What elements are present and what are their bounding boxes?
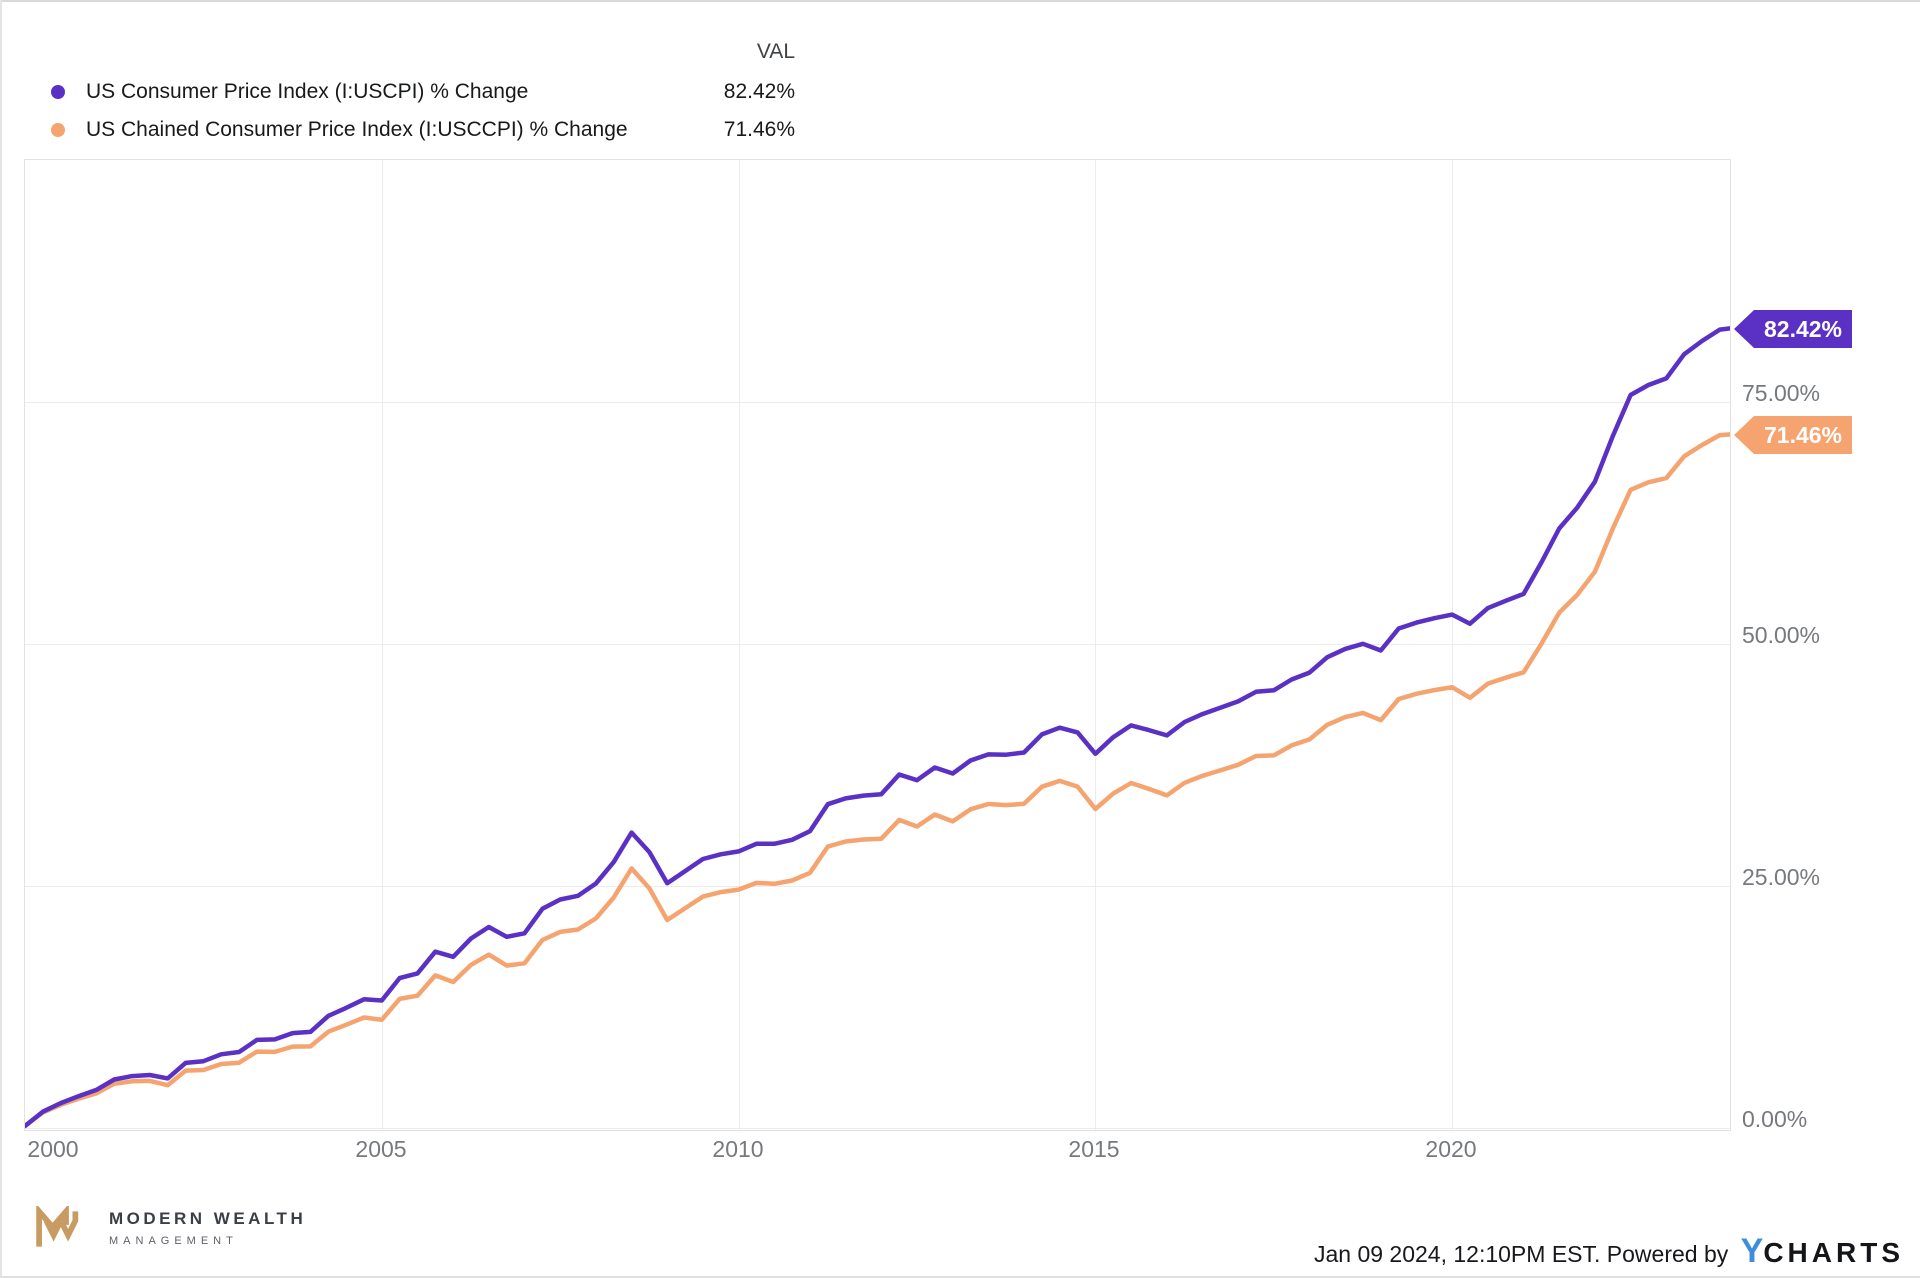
legend-value-usccpi: 71.46% [723,118,795,141]
timestamp-text: Jan 09 2024, 12:10PM EST. Powered by [1313,1241,1729,1267]
legend-label-usccpi: US Chained Consumer Price Index (I:USCCP… [86,118,628,141]
value-badge-uscpi: 82.42% [1734,310,1852,348]
mw-monogram-icon [36,1206,79,1247]
value-badge-usccpi: 71.46% [1734,416,1852,454]
window-bottom-border [0,1276,1920,1278]
legend-value-uscpi: 82.42% [723,80,795,103]
gridline-2010 [739,160,740,1130]
uscpi-series-dot-icon [51,85,65,99]
legend: VAL US Consumer Price Index (I:USCPI) % … [0,0,900,150]
ycharts-logo: Y CHARTS [1741,1232,1904,1271]
legend-row-uscpi: US Consumer Price Index (I:USCPI) % Chan… [0,78,900,105]
x-axis-tick-2015: 2015 [1068,1136,1120,1162]
timestamp-attribution: Jan 09 2024, 12:10PM EST. Powered by Y C… [1314,1232,1904,1271]
gridline-25pct [25,886,1730,887]
gridline-2015 [1095,160,1096,1130]
series-line-uscpi [25,326,1730,1129]
y-axis-tick-0: 0.00% [1742,1106,1808,1132]
gridline-2020 [1452,160,1453,1130]
ycharts-wordmark: CHARTS [1763,1237,1904,1268]
x-axis-tick-2020: 2020 [1425,1136,1477,1162]
y-axis-tick-75: 75.00% [1742,380,1821,406]
series-lines-canvas [25,326,1730,1129]
chart-plot-area[interactable] [24,159,1731,1131]
x-axis-tick-2010: 2010 [712,1136,764,1162]
y-axis-tick-25: 25.00% [1742,864,1821,890]
series-line-usccpi [25,432,1730,1129]
x-axis-tick-2005: 2005 [355,1136,407,1162]
x-axis-tick-2000: 2000 [27,1136,79,1162]
legend-val-column-header: VAL [756,40,795,63]
y-axis-tick-50: 50.00% [1742,622,1821,648]
gridline-50pct [25,644,1730,645]
ycharts-y-glyph-icon: Y [1740,1232,1764,1270]
gridline-0pct [25,1128,1730,1129]
window-top-border [0,0,1920,2]
brand-logo: MODERN WEALTH MANAGEMENT [36,1206,306,1250]
legend-label-uscpi: US Consumer Price Index (I:USCPI) % Chan… [86,80,529,103]
brand-name-line2: MANAGEMENT [109,1235,238,1247]
brand-name-line1: MODERN WEALTH [109,1209,307,1228]
usccpi-series-dot-icon [51,123,65,137]
brand-name: MODERN WEALTH MANAGEMENT [109,1209,306,1247]
gridline-2005 [382,160,383,1130]
legend-row-usccpi: US Chained Consumer Price Index (I:USCCP… [0,116,900,143]
window-left-border [0,0,2,1278]
gridline-75pct [25,402,1730,403]
